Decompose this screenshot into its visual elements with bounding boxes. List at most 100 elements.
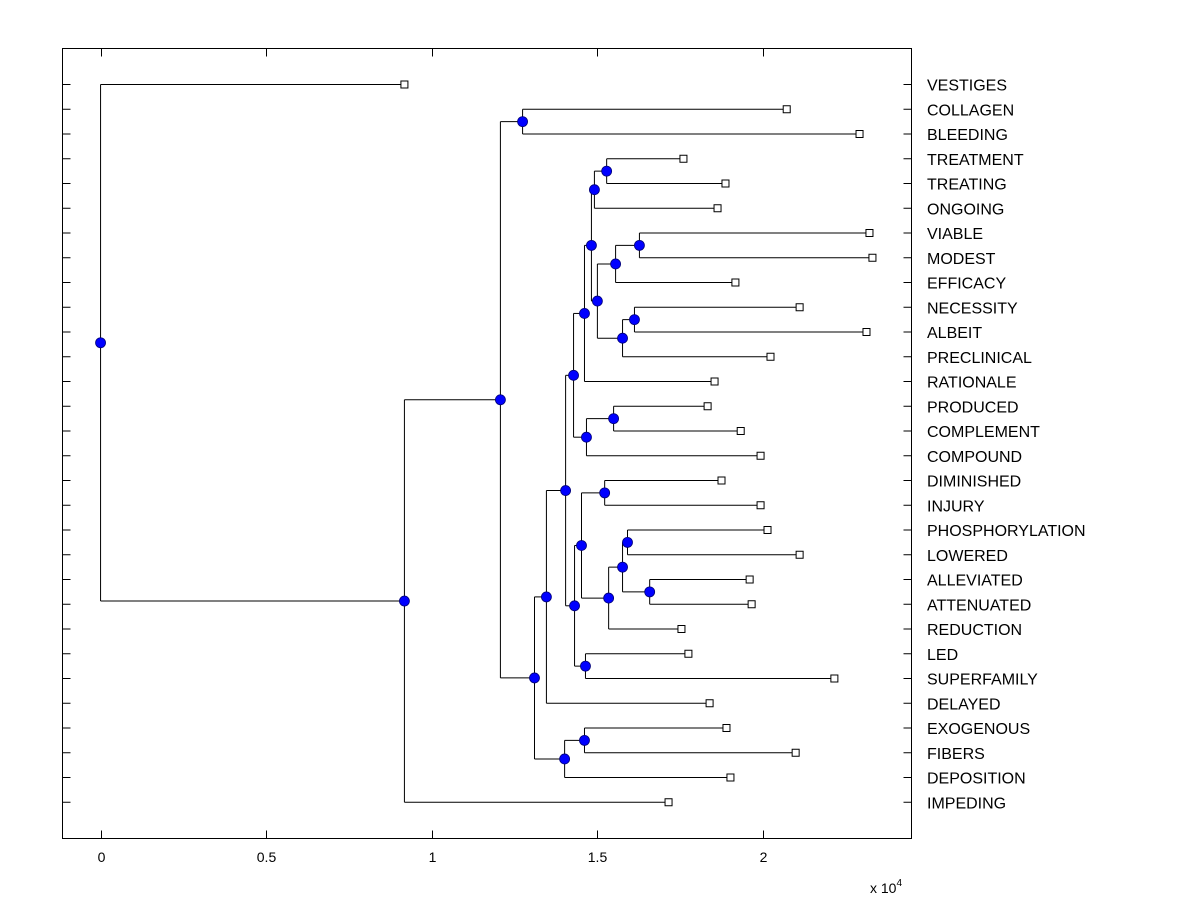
leaf-marker [862, 328, 871, 336]
leaf-marker [830, 674, 839, 683]
merge-node [541, 591, 552, 603]
leaf-label: ALBEIT [927, 325, 982, 342]
merge-node [559, 753, 571, 765]
y-ticks [62, 84, 912, 803]
x-scale-label: x 104 [870, 878, 902, 896]
merge-node [610, 258, 621, 270]
leaf-label: EXOGENOUS [927, 721, 1030, 738]
leaf-marker [747, 600, 756, 609]
merge-node [622, 536, 633, 548]
merge-node [634, 239, 645, 251]
merge-node [569, 600, 580, 612]
leaf-marker [763, 526, 772, 534]
leaf-marker [855, 130, 864, 138]
merge-node [576, 540, 587, 551]
leaf-marker [736, 427, 745, 435]
x-tick-label: 1 [429, 849, 437, 865]
leaf-label: REDUCTION [927, 622, 1022, 639]
leaf-label: PRECLINICAL [927, 350, 1032, 367]
merge-nodes [95, 116, 656, 765]
merge-node [495, 394, 506, 406]
merge-node [603, 592, 615, 604]
merge-node [529, 672, 540, 684]
leaf-label: DIMINISHED [927, 474, 1021, 491]
x-tick-label: 2 [760, 849, 768, 865]
merge-node [568, 369, 579, 381]
leaf-label: DEPOSITION [927, 771, 1026, 788]
merge-node [581, 431, 592, 443]
leaf-label: NECESSITY [927, 300, 1018, 317]
leaf-labels: VESTIGES COLLAGEN BLEEDING TREATMENT TREATIN… [927, 78, 1086, 813]
leaf-label: INJURY [927, 498, 985, 515]
leaf-marker [684, 649, 693, 658]
plot-area [62, 48, 912, 839]
leaf-marker [795, 550, 804, 559]
merge-node [517, 116, 528, 128]
leaf-label: DELAYED [927, 696, 1001, 713]
merge-node [579, 308, 590, 319]
leaf-label: PHOSPHORYLATION [927, 523, 1086, 540]
merge-node [586, 239, 597, 251]
leaf-marker [756, 501, 765, 510]
leaf-marker [717, 476, 726, 485]
leaf-marker [766, 352, 775, 361]
leaf-label: ONGOING [927, 201, 1004, 218]
leaf-marker [677, 625, 686, 633]
leaf-label: EFFICACY [927, 276, 1006, 293]
merge-node [608, 413, 620, 425]
leaf-marker [400, 80, 409, 89]
x-tick-label: 0.5 [257, 849, 277, 865]
leaf-label: COMPOUND [927, 449, 1022, 466]
leaf-label: COMPLEMENT [927, 424, 1040, 441]
leaf-label: BLEEDING [927, 127, 1008, 144]
leaf-marker [710, 377, 719, 386]
leaf-marker [745, 575, 754, 584]
merge-node [617, 332, 628, 344]
leaf-marker [721, 179, 730, 188]
merge-node [629, 314, 640, 326]
leaf-marker [722, 724, 731, 732]
leaf-marker [731, 278, 740, 287]
leaf-marker [865, 229, 874, 237]
x-tick-label: 1.5 [588, 849, 608, 865]
x-ticks: 0 0.5 1 1.5 2 [98, 48, 768, 865]
leaf-marker [726, 773, 735, 782]
leaf-label: IMPEDING [927, 795, 1006, 812]
leaf-label: FIBERS [927, 746, 985, 763]
leaf-label: LOWERED [927, 548, 1008, 565]
merge-node [601, 165, 613, 177]
leaf-marker [795, 303, 804, 312]
merge-node [591, 295, 603, 307]
leaf-label: ATTENUATED [927, 597, 1031, 614]
leaf-marker [791, 748, 800, 757]
leaf-markers [400, 80, 877, 807]
leaf-label: LED [927, 647, 958, 664]
leaf-marker [705, 699, 714, 708]
leaf-marker [868, 253, 877, 262]
leaf-label: VIABLE [927, 226, 983, 243]
merge-node [599, 487, 611, 499]
leaf-label: RATIONALE [927, 375, 1017, 392]
merge-node [560, 485, 572, 496]
merge-node [95, 337, 106, 349]
merge-node [644, 586, 656, 598]
leaf-marker [703, 402, 712, 411]
leaf-marker [782, 105, 791, 114]
leaf-marker [713, 204, 722, 213]
leaf-label: TREATING [927, 177, 1007, 194]
merge-node [617, 561, 628, 573]
leaf-label: PRODUCED [927, 399, 1019, 416]
leaf-label: ALLEVIATED [927, 573, 1023, 590]
leaf-marker [664, 798, 673, 807]
leaf-label: TREATMENT [927, 152, 1024, 169]
leaf-label: MODEST [927, 251, 996, 268]
leaf-marker [756, 451, 765, 460]
leaf-label: VESTIGES [927, 78, 1007, 95]
leaf-label: COLLAGEN [927, 102, 1014, 119]
merge-node [589, 184, 600, 196]
merge-node [580, 660, 591, 672]
leaf-marker [679, 154, 688, 163]
x-tick-label: 0 [98, 849, 106, 865]
merge-node [579, 734, 590, 746]
